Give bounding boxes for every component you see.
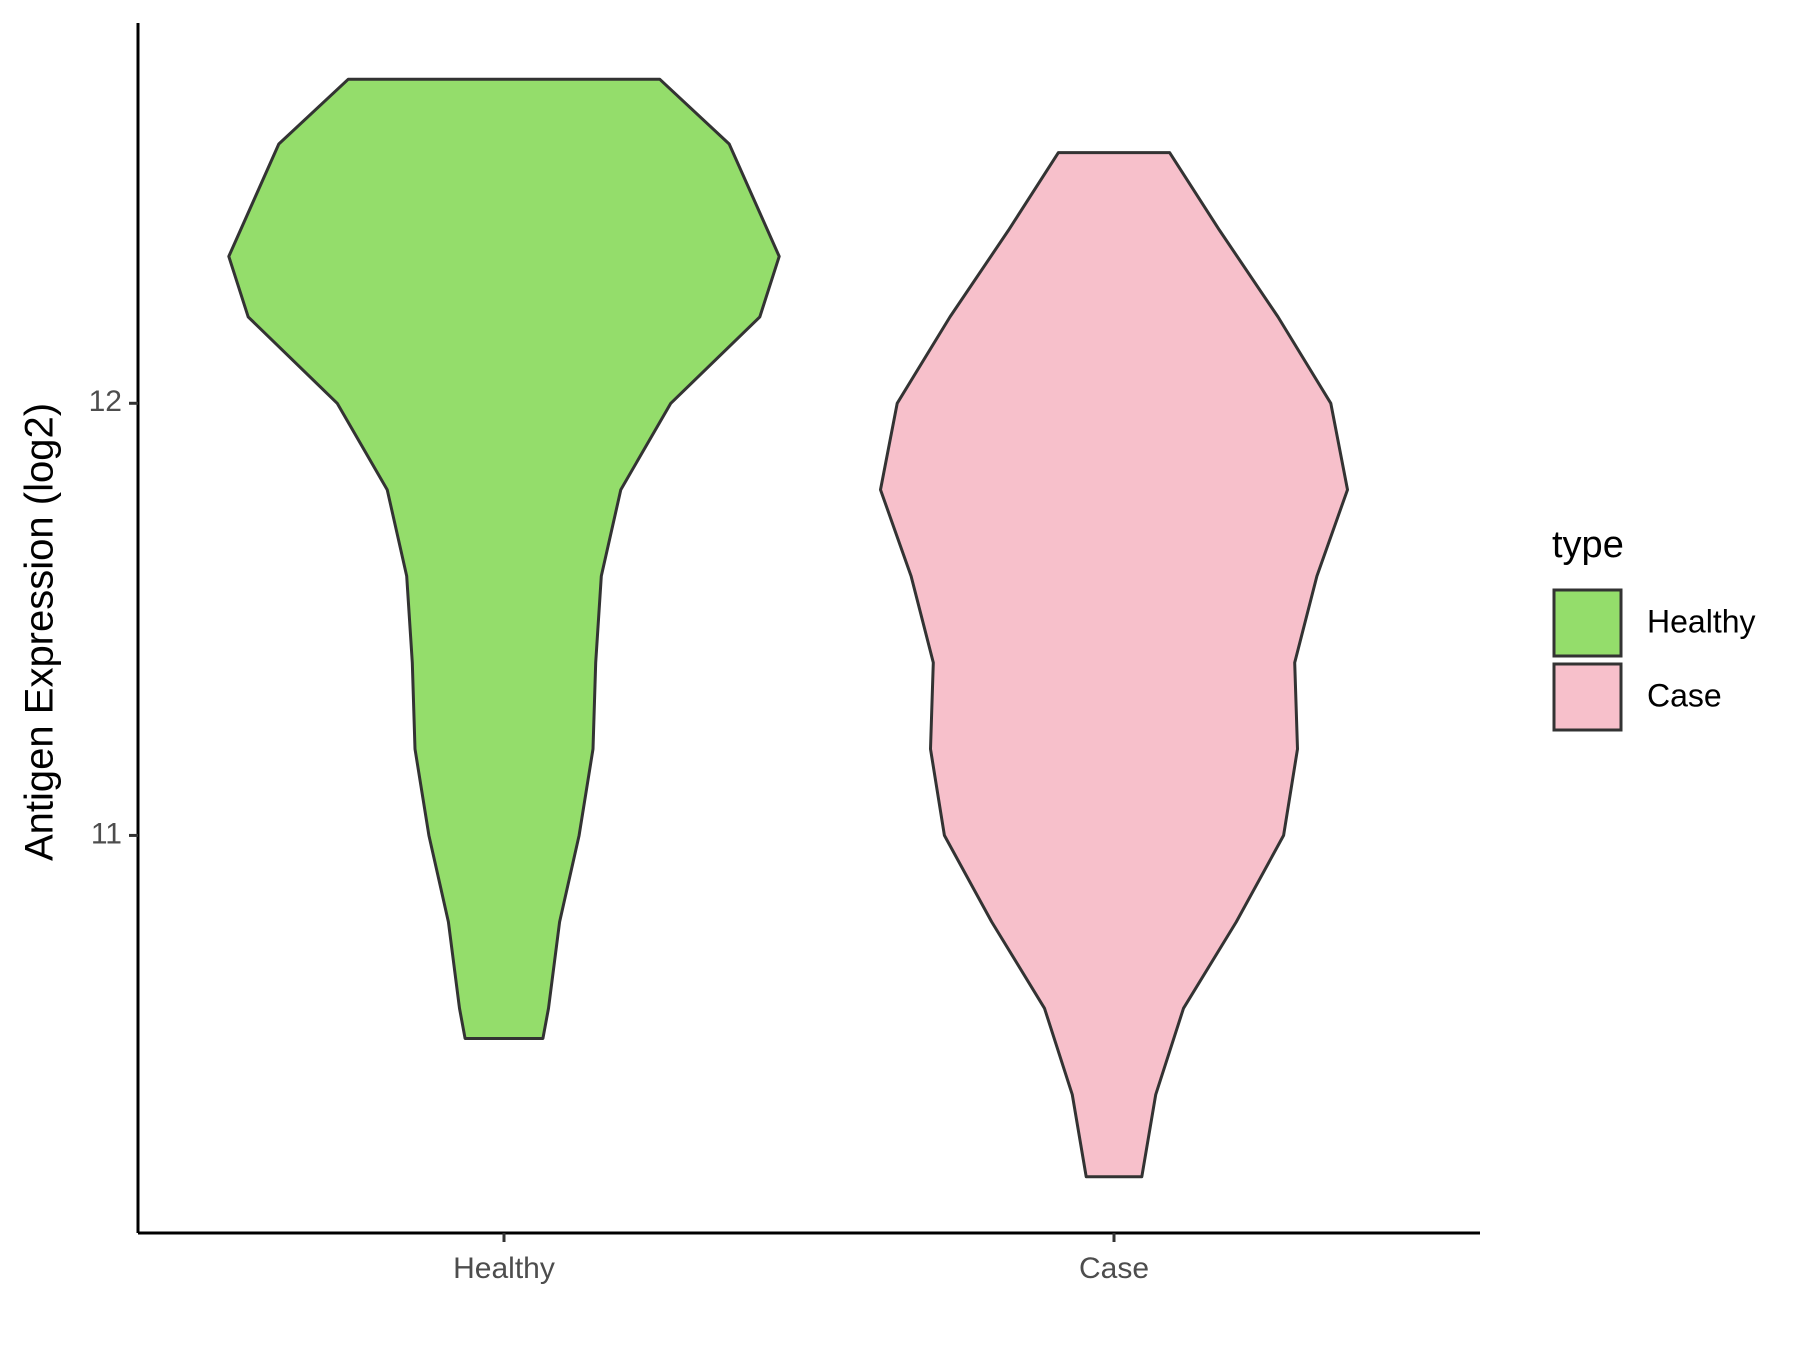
y-tick-label: 12 bbox=[89, 385, 122, 418]
x-tick-label: Case bbox=[1079, 1252, 1149, 1285]
violin bbox=[227, 77, 781, 1040]
y-tick-label: 11 bbox=[91, 817, 122, 850]
legend-label: Healthy bbox=[1647, 603, 1756, 639]
violin bbox=[879, 151, 1349, 1179]
x-tick-label: Healthy bbox=[453, 1252, 555, 1285]
legend-key bbox=[1552, 662, 1623, 732]
y-axis-title: Antigen Expression (log2) bbox=[18, 403, 62, 861]
legend-label: Case bbox=[1647, 677, 1722, 713]
legend-title: type bbox=[1552, 524, 1624, 566]
legend-key bbox=[1552, 588, 1623, 658]
